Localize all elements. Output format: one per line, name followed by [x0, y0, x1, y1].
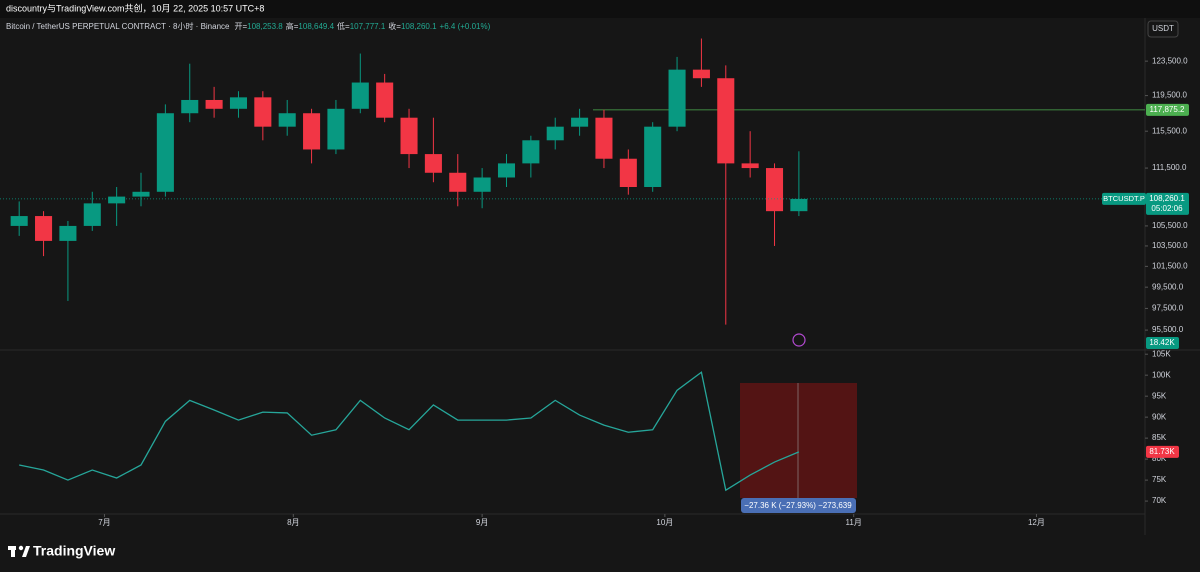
- candle-body: [254, 97, 272, 127]
- candle-body: [205, 99, 223, 109]
- candle-body: [668, 69, 686, 127]
- header-text: discountry与TradingView.com共创，10月 22, 202…: [6, 2, 264, 13]
- measure-label: −27.36 K (−27.93%) −273,639: [744, 501, 852, 510]
- volume-tag: [1146, 337, 1179, 349]
- logo-shape: [22, 546, 30, 557]
- y-tick-label: 105,500.0: [1152, 221, 1188, 230]
- y-tick-label: 119,500.0: [1152, 91, 1188, 100]
- y-tick-label: 95K: [1152, 391, 1167, 400]
- candle-body: [229, 97, 248, 109]
- legend: Bitcoin / TetherUS PERPETUAL CONTRACT · …: [6, 21, 491, 31]
- legend-value: 107,777.1: [350, 22, 386, 31]
- measure-label-box: [741, 498, 856, 513]
- price-tag-label: 108,260.1: [1149, 194, 1185, 203]
- candle-body: [35, 216, 53, 241]
- x-tick-label: 10月: [656, 518, 673, 527]
- candle-body: [571, 117, 589, 127]
- y-tick-label: 80K: [1152, 454, 1167, 463]
- y-tick-label: 75K: [1152, 475, 1167, 484]
- brand: TradingView: [33, 543, 115, 559]
- legend-key: 收=: [388, 21, 401, 31]
- candle-body: [424, 154, 442, 173]
- candle-body: [59, 225, 77, 241]
- candle-body: [108, 196, 126, 204]
- y-tick-label: 101,500.0: [1152, 261, 1188, 270]
- header-bar: [0, 0, 1200, 18]
- indicator-tag: [1146, 445, 1179, 458]
- x-tick-label: 7月: [98, 518, 110, 527]
- indicator-tag-label: 81.73K: [1149, 447, 1175, 456]
- legend-value: 108,253.8: [247, 22, 283, 31]
- candle-body: [765, 168, 784, 212]
- logo-shape: [11, 546, 15, 557]
- x-tick-label: 9月: [476, 518, 488, 527]
- y-tick-label: 103,500.0: [1152, 241, 1188, 250]
- logo-shape: [18, 545, 24, 551]
- candle-body: [644, 126, 662, 187]
- legend-symbol: Bitcoin / TetherUS PERPETUAL CONTRACT · …: [6, 21, 230, 31]
- symbol-tag-label: BTCUSDT.P: [1103, 194, 1145, 203]
- alert-icon[interactable]: [792, 333, 806, 347]
- candle-body: [83, 203, 101, 226]
- legend-value: 108,649.4: [298, 22, 334, 31]
- y-tick-label: 123,500.0: [1152, 56, 1188, 65]
- candle-body: [546, 126, 564, 141]
- legend-key: 开=: [234, 22, 247, 31]
- measure-box: [740, 383, 857, 498]
- x-tick-label: 12月: [1028, 518, 1045, 527]
- candle-body: [303, 113, 321, 150]
- legend-key: 低=: [337, 21, 350, 31]
- candle-body: [497, 163, 516, 178]
- indicator-line: [19, 371, 800, 492]
- candle-body: [619, 158, 637, 187]
- candle-body: [692, 69, 710, 79]
- legend-key: 高=: [286, 21, 299, 31]
- candle-body: [449, 172, 467, 192]
- volume-tag-label: 18.42K: [1149, 338, 1175, 347]
- currency-box[interactable]: [1147, 20, 1179, 38]
- price-tag: [1146, 192, 1189, 215]
- y-tick-label: 115,500.0: [1152, 126, 1188, 135]
- candle-body: [741, 163, 759, 169]
- price-tag-label: 117,875.2: [1150, 105, 1186, 114]
- y-tick-label: 85K: [1152, 433, 1167, 442]
- candle-body: [327, 108, 345, 150]
- candle-body: [278, 113, 296, 127]
- y-tick-label: 90K: [1152, 412, 1167, 421]
- legend-change: +6.4 (+0.01%): [440, 22, 491, 31]
- y-tick-label: 70K: [1152, 496, 1167, 505]
- y-tick-label: 97,500.0: [1152, 304, 1184, 313]
- candle-body: [595, 117, 613, 159]
- x-tick-label: 8月: [287, 518, 299, 527]
- x-tick-label: 11月: [846, 518, 862, 527]
- y-tick-label: 95,500.0: [1152, 325, 1184, 334]
- y-tick-label: 99,500.0: [1152, 282, 1184, 291]
- currency: USDT: [1152, 24, 1174, 33]
- y-tick-label: 111,500.0: [1152, 163, 1187, 172]
- y-tick-label: 105K: [1152, 349, 1171, 358]
- legend-value: 108,260.1: [401, 22, 437, 31]
- candle-body: [10, 216, 28, 226]
- candle-body: [717, 78, 735, 164]
- symbol-tag: [1102, 192, 1146, 205]
- candle-body: [156, 113, 174, 192]
- candle-body: [790, 198, 808, 212]
- brand-logo: [8, 545, 30, 557]
- candle-body: [351, 82, 369, 109]
- candle-body: [376, 82, 394, 118]
- candle-body: [181, 99, 199, 114]
- price-tag: [1146, 103, 1189, 116]
- candle-body: [522, 140, 540, 164]
- candle-body: [132, 191, 150, 197]
- countdown: 05:02:06: [1151, 204, 1183, 213]
- candle-body: [400, 117, 418, 155]
- y-tick-label: 100K: [1152, 370, 1171, 379]
- candle-body: [473, 177, 491, 192]
